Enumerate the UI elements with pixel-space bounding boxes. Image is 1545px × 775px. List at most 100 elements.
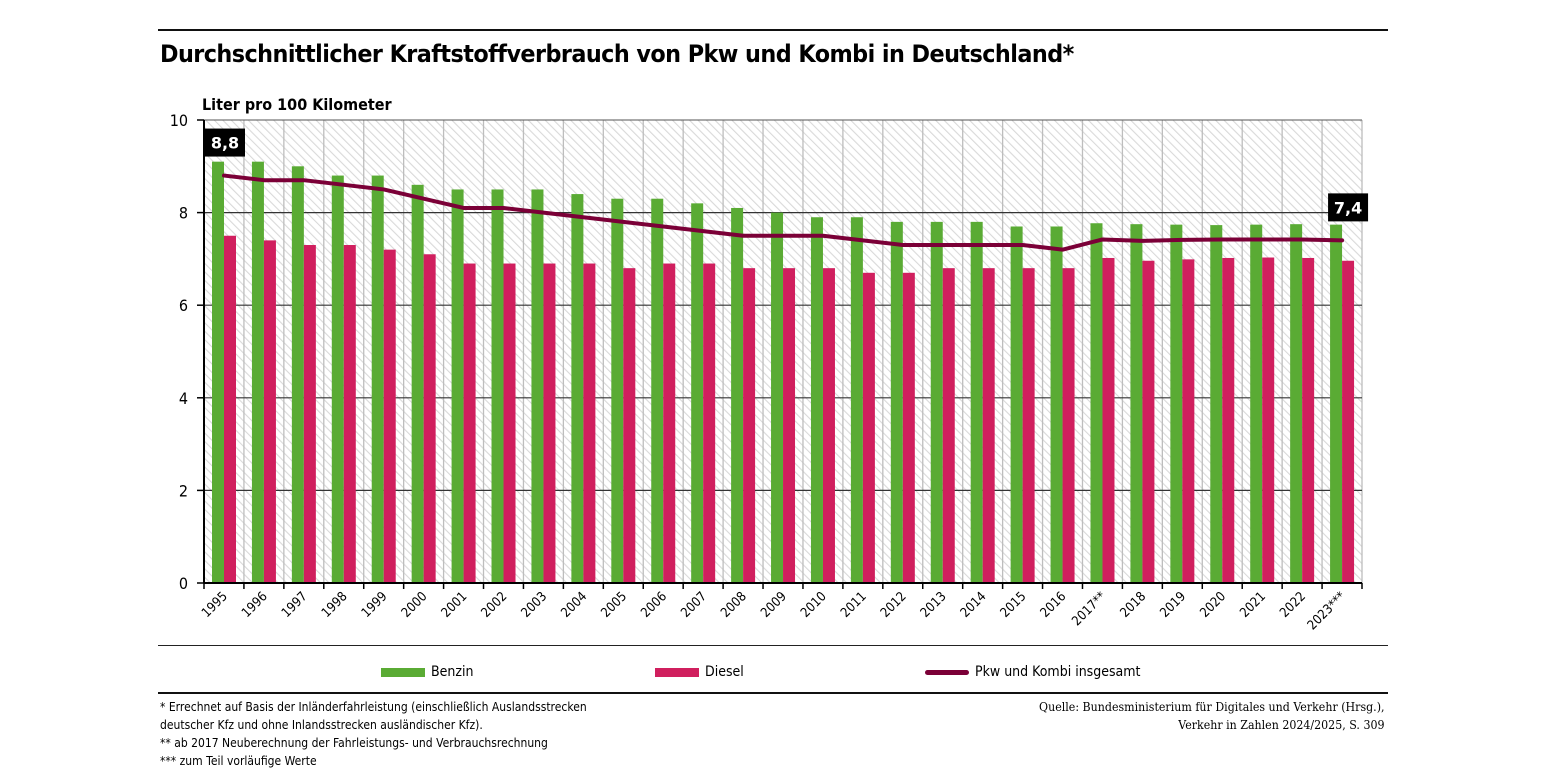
bar-diesel xyxy=(783,268,796,583)
x-tick-label: 2007 xyxy=(678,589,710,621)
bar-benzin xyxy=(1290,224,1303,584)
source-line: Quelle: Bundesministerium für Digitales … xyxy=(1039,700,1385,714)
bar-diesel xyxy=(1222,257,1235,583)
x-tick-label: 2002 xyxy=(479,589,511,621)
bar-benzin xyxy=(970,221,983,584)
legend-item-total: Pkw und Kombi insgesamt xyxy=(925,662,1140,682)
x-tick-label: 2011 xyxy=(838,589,870,621)
legend-label-benzin: Benzin xyxy=(431,664,474,680)
bar-diesel xyxy=(463,263,476,583)
top-rule xyxy=(158,29,1388,31)
bar-diesel xyxy=(822,268,835,583)
bar-diesel xyxy=(623,268,636,583)
footnote: *** zum Teil vorläufige Werte xyxy=(160,754,317,768)
bar-benzin xyxy=(1170,224,1183,583)
footer-rule xyxy=(158,692,1388,694)
value-label-text: 8,8 xyxy=(211,134,239,153)
x-tick-label: 2012 xyxy=(878,589,910,621)
footnote: * Errechnet auf Basis der Inländerfahrle… xyxy=(160,700,587,714)
bar-benzin xyxy=(1210,225,1223,583)
bar-benzin xyxy=(291,166,304,584)
x-tick-label: 2014 xyxy=(958,589,990,621)
bar-diesel xyxy=(743,268,756,583)
bar-benzin xyxy=(1090,223,1103,583)
legend-item-benzin: Benzin xyxy=(381,662,473,682)
x-tick-label: 2004 xyxy=(559,589,591,621)
annotations: 8,8 7,4 xyxy=(205,128,1369,222)
bar-diesel xyxy=(1182,259,1195,583)
chart-title: Durchschnittlicher Kraftstoffverbrauch v… xyxy=(160,40,1074,68)
footnote: deutscher Kfz und ohne Inlandsstrecken a… xyxy=(160,718,483,732)
bar-diesel xyxy=(224,235,236,583)
bar-benzin xyxy=(930,221,943,584)
bar-diesel xyxy=(263,240,276,583)
bar-benzin xyxy=(371,175,384,583)
bar-benzin xyxy=(691,203,704,583)
bar-benzin xyxy=(411,184,424,583)
y-tick-label: 4 xyxy=(179,389,188,408)
bar-diesel xyxy=(543,263,556,583)
bars xyxy=(212,161,1355,584)
bar-diesel xyxy=(1022,268,1035,583)
value-label-text: 7,4 xyxy=(1334,198,1362,217)
bar-benzin xyxy=(531,189,544,583)
bar-benzin xyxy=(1330,224,1343,583)
x-tick-label: 2009 xyxy=(758,589,790,621)
bar-diesel xyxy=(583,263,596,583)
bar-benzin xyxy=(491,189,504,583)
bar-benzin xyxy=(890,221,903,584)
x-tick-label: 1997 xyxy=(279,589,311,621)
bar-diesel xyxy=(1102,257,1115,583)
x-tick-label: 2022 xyxy=(1277,589,1309,621)
bar-diesel xyxy=(942,268,955,583)
bar-benzin xyxy=(571,194,584,583)
x-tick-label: 2015 xyxy=(998,589,1030,621)
x-tick-label: 1999 xyxy=(359,589,391,621)
x-tick-label: 2006 xyxy=(638,589,670,621)
value-label-box xyxy=(1328,193,1369,222)
x-tick-label: 2005 xyxy=(598,589,630,621)
chart: 0 2 4 6 8 10 1995 1996 1997 1998 1999 2000 2001 2002… xyxy=(170,95,1369,633)
bar-benzin xyxy=(251,161,264,584)
bar-diesel xyxy=(1142,260,1155,583)
y-axis-label: Liter pro 100 Kilometer xyxy=(202,95,393,114)
y-tick-label: 2 xyxy=(179,481,188,500)
x-tick-label: 2001 xyxy=(439,589,471,621)
x-tick-label: 2000 xyxy=(399,589,431,621)
bar-benzin xyxy=(611,198,624,583)
bar-benzin xyxy=(1130,224,1143,584)
bar-diesel xyxy=(1342,260,1355,583)
x-tick-label: 2016 xyxy=(1038,589,1070,621)
bar-benzin xyxy=(771,212,784,583)
footnotes: * Errechnet auf Basis der Inländerfahrle… xyxy=(160,698,587,770)
bar-diesel xyxy=(503,263,516,583)
x-tick-label: 2018 xyxy=(1118,589,1150,621)
bar-benzin xyxy=(810,217,823,584)
bar-diesel xyxy=(1302,257,1315,583)
bar-diesel xyxy=(343,245,356,583)
axes xyxy=(197,119,1363,589)
bar-diesel xyxy=(303,245,316,583)
bar-benzin xyxy=(331,175,344,583)
footnote: ** ab 2017 Neuberechnung der Fahrleistun… xyxy=(160,736,548,750)
vertical-gridlines xyxy=(243,120,1363,583)
x-tick-label: 2008 xyxy=(718,589,750,621)
diesel-swatch xyxy=(655,667,699,677)
bar-diesel xyxy=(423,254,436,583)
bar-benzin xyxy=(212,161,224,584)
x-tick-label: 2010 xyxy=(798,589,830,621)
bar-benzin xyxy=(451,189,464,583)
bar-diesel xyxy=(663,263,676,583)
bar-diesel xyxy=(1062,268,1075,583)
bar-diesel xyxy=(703,263,716,583)
x-tick-label: 2020 xyxy=(1197,589,1229,621)
bar-benzin xyxy=(1050,226,1063,584)
bar-diesel xyxy=(902,272,915,583)
y-tick-label: 8 xyxy=(179,204,188,223)
source-note: Quelle: Bundesministerium für Digitales … xyxy=(1040,698,1385,734)
bar-diesel xyxy=(383,249,396,583)
x-tick-label: 2013 xyxy=(918,589,950,621)
bar-benzin xyxy=(731,207,744,583)
y-tick-labels: 0 2 4 6 8 10 xyxy=(170,111,188,593)
y-tick-label: 6 xyxy=(179,296,188,315)
